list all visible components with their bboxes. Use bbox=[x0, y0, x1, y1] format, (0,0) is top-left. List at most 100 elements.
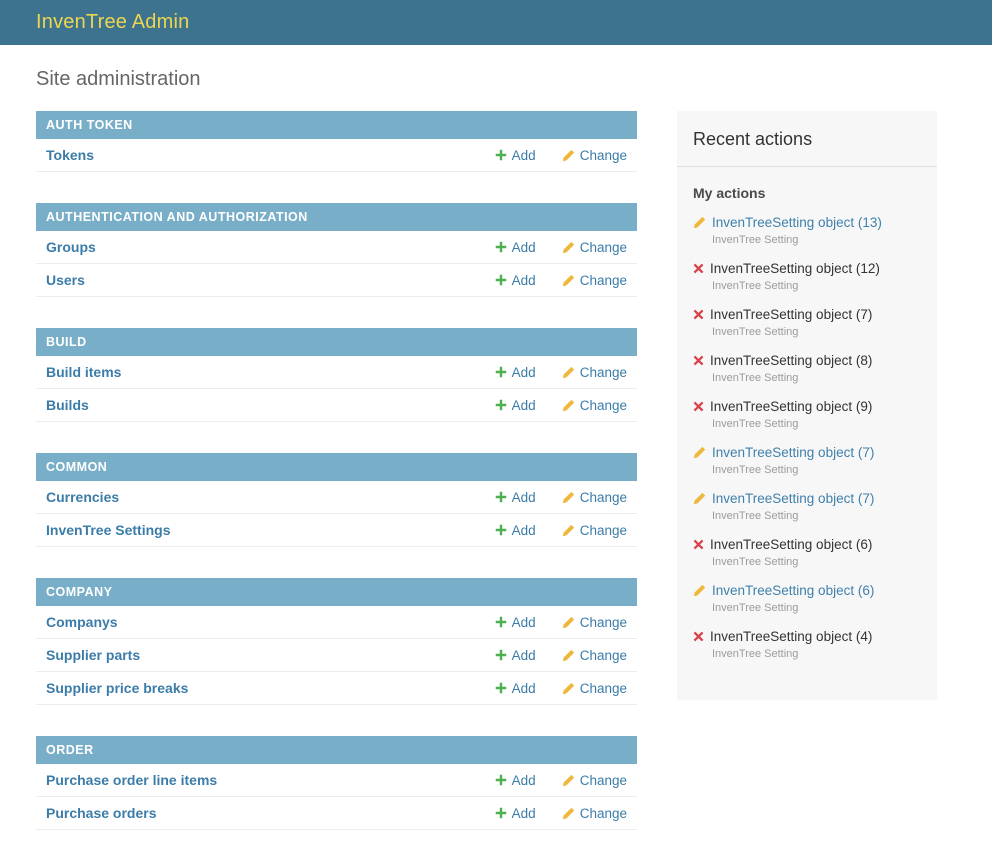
add-link[interactable]: Add bbox=[495, 490, 536, 505]
change-link[interactable]: Change bbox=[562, 806, 627, 821]
recent-action-item: InvenTreeSetting object (13) InvenTree Se… bbox=[693, 214, 921, 247]
action-object-link[interactable]: InvenTreeSetting object (6) bbox=[712, 583, 875, 598]
add-label: Add bbox=[511, 805, 536, 821]
row-actions: Add Change bbox=[495, 148, 627, 163]
recent-action-item: InvenTreeSetting object (7) InvenTree Set… bbox=[693, 306, 921, 339]
change-link[interactable]: Change bbox=[562, 681, 627, 696]
app-module: COMPANY Companys Add Change Supplier parts Ad… bbox=[36, 578, 637, 705]
delete-icon bbox=[693, 263, 704, 274]
change-link[interactable]: Change bbox=[562, 773, 627, 788]
model-link[interactable]: Tokens bbox=[46, 147, 94, 163]
change-label: Change bbox=[579, 147, 627, 163]
site-brand[interactable]: InvenTree Admin bbox=[36, 11, 190, 33]
app-list: AUTH TOKEN Tokens Add Change AUTHENTICATION … bbox=[36, 111, 637, 845]
action-meta: InvenTree Setting bbox=[712, 372, 799, 384]
delete-icon bbox=[693, 401, 704, 412]
action-object-label: InvenTreeSetting object (9) bbox=[710, 399, 873, 414]
add-link[interactable]: Add bbox=[495, 523, 536, 538]
action-object-link[interactable]: InvenTreeSetting object (7) bbox=[712, 445, 875, 460]
model-link[interactable]: Groups bbox=[46, 239, 96, 255]
model-row: Tokens Add Change bbox=[36, 139, 637, 172]
change-link[interactable]: Change bbox=[562, 490, 627, 505]
model-row: Supplier price breaks Add Change bbox=[36, 672, 637, 705]
action-object-label: InvenTreeSetting object (7) bbox=[710, 307, 873, 322]
change-link[interactable]: Change bbox=[562, 365, 627, 380]
row-actions: Add Change bbox=[495, 615, 627, 630]
module-caption[interactable]: AUTH TOKEN bbox=[36, 111, 637, 139]
action-meta: InvenTree Setting bbox=[712, 280, 799, 292]
add-link[interactable]: Add bbox=[495, 398, 536, 413]
row-actions: Add Change bbox=[495, 398, 627, 413]
recent-action-item: InvenTreeSetting object (8) InvenTree Set… bbox=[693, 352, 921, 385]
model-link[interactable]: Purchase orders bbox=[46, 805, 157, 821]
model-link[interactable]: Builds bbox=[46, 397, 89, 413]
pencil-icon bbox=[562, 366, 574, 378]
delete-icon bbox=[693, 631, 704, 642]
action-object-link[interactable]: InvenTreeSetting object (7) bbox=[712, 491, 875, 506]
action-line: InvenTreeSetting object (7) bbox=[693, 306, 921, 323]
row-actions: Add Change bbox=[495, 681, 627, 696]
pencil-icon bbox=[562, 616, 574, 628]
add-link[interactable]: Add bbox=[495, 273, 536, 288]
model-row: Users Add Change bbox=[36, 264, 637, 297]
add-link[interactable]: Add bbox=[495, 648, 536, 663]
module-caption[interactable]: ORDER bbox=[36, 736, 637, 764]
model-row: Currencies Add Change bbox=[36, 481, 637, 514]
model-link[interactable]: Users bbox=[46, 272, 85, 288]
add-link[interactable]: Add bbox=[495, 615, 536, 630]
add-link[interactable]: Add bbox=[495, 773, 536, 788]
module-caption[interactable]: BUILD bbox=[36, 328, 637, 356]
change-link[interactable]: Change bbox=[562, 398, 627, 413]
model-link[interactable]: InvenTree Settings bbox=[46, 522, 171, 538]
action-meta: InvenTree Setting bbox=[712, 602, 799, 614]
add-label: Add bbox=[511, 680, 536, 696]
plus-icon bbox=[495, 149, 506, 161]
add-link[interactable]: Add bbox=[495, 240, 536, 255]
change-label: Change bbox=[579, 364, 627, 380]
change-label: Change bbox=[579, 239, 627, 255]
model-link[interactable]: Supplier parts bbox=[46, 647, 141, 663]
model-link[interactable]: Build items bbox=[46, 364, 122, 380]
change-link[interactable]: Change bbox=[562, 523, 627, 538]
model-link[interactable]: Purchase order line items bbox=[46, 772, 218, 788]
row-actions: Add Change bbox=[495, 806, 627, 821]
module-caption[interactable]: COMPANY bbox=[36, 578, 637, 606]
add-link[interactable]: Add bbox=[495, 148, 536, 163]
model-link[interactable]: Supplier price breaks bbox=[46, 680, 189, 696]
change-link[interactable]: Change bbox=[562, 273, 627, 288]
plus-icon bbox=[495, 399, 506, 411]
add-link[interactable]: Add bbox=[495, 806, 536, 821]
pencil-icon bbox=[562, 491, 574, 503]
add-label: Add bbox=[511, 647, 536, 663]
change-label: Change bbox=[579, 680, 627, 696]
content-row: AUTH TOKEN Tokens Add Change AUTHENTICATION … bbox=[36, 111, 956, 845]
add-link[interactable]: Add bbox=[495, 365, 536, 380]
change-link[interactable]: Change bbox=[562, 615, 627, 630]
model-link[interactable]: Currencies bbox=[46, 489, 120, 505]
action-meta: InvenTree Setting bbox=[712, 234, 799, 246]
model-link[interactable]: Companys bbox=[46, 614, 118, 630]
change-link[interactable]: Change bbox=[562, 148, 627, 163]
action-meta: InvenTree Setting bbox=[712, 418, 799, 430]
module-caption[interactable]: COMMON bbox=[36, 453, 637, 481]
delete-icon bbox=[693, 309, 704, 320]
model-row: Build items Add Change bbox=[36, 356, 637, 389]
model-row: Purchase orders Add Change bbox=[36, 797, 637, 830]
change-label: Change bbox=[579, 614, 627, 630]
action-line: InvenTreeSetting object (6) bbox=[693, 536, 921, 553]
module-caption[interactable]: AUTHENTICATION AND AUTHORIZATION bbox=[36, 203, 637, 231]
add-label: Add bbox=[511, 272, 536, 288]
row-actions: Add Change bbox=[495, 490, 627, 505]
pencil-icon bbox=[693, 446, 706, 459]
change-link[interactable]: Change bbox=[562, 648, 627, 663]
add-link[interactable]: Add bbox=[495, 681, 536, 696]
my-actions-heading: My actions bbox=[693, 185, 766, 201]
recent-action-item: InvenTreeSetting object (6) InvenTree Set… bbox=[693, 536, 921, 569]
plus-icon bbox=[495, 241, 506, 253]
row-actions: Add Change bbox=[495, 273, 627, 288]
pencil-icon bbox=[562, 241, 574, 253]
action-object-link[interactable]: InvenTreeSetting object (13) bbox=[712, 215, 882, 230]
action-meta: InvenTree Setting bbox=[712, 648, 799, 660]
change-link[interactable]: Change bbox=[562, 240, 627, 255]
app-module: AUTH TOKEN Tokens Add Change bbox=[36, 111, 637, 172]
